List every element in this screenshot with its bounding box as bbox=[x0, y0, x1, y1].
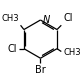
Text: Cl: Cl bbox=[8, 44, 17, 54]
Text: Br: Br bbox=[35, 65, 46, 75]
Text: Cl: Cl bbox=[63, 13, 73, 23]
Text: N: N bbox=[43, 15, 50, 25]
Text: CH3: CH3 bbox=[63, 48, 81, 57]
Text: CH3: CH3 bbox=[1, 14, 19, 23]
